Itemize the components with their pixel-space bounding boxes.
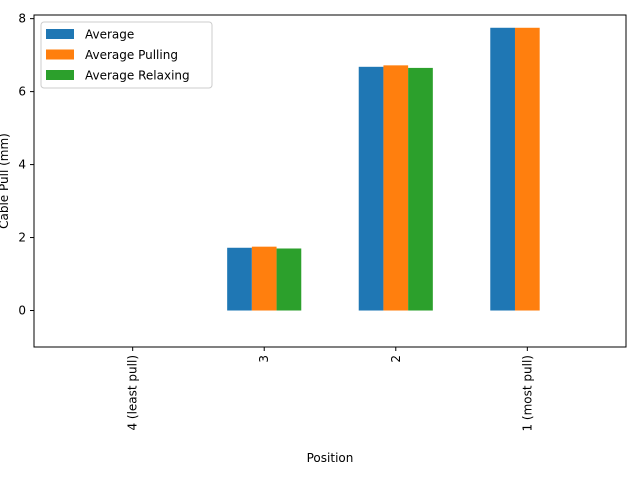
legend-label: Average Relaxing bbox=[85, 69, 190, 83]
x-axis-title: Position bbox=[307, 451, 354, 465]
legend-label: Average bbox=[85, 28, 134, 42]
x-tick-label: 4 (least pull) bbox=[126, 355, 140, 431]
y-axis: 0 2 4 6 8 bbox=[18, 12, 34, 318]
legend-swatch bbox=[46, 29, 74, 39]
y-tick-label: 2 bbox=[18, 231, 26, 245]
y-tick-label: 8 bbox=[18, 12, 26, 26]
y-tick-label: 0 bbox=[18, 304, 26, 318]
legend-box bbox=[40, 21, 213, 89]
y-axis-title: Cable Pull (mm) bbox=[0, 133, 11, 229]
bar-average-relaxing-2 bbox=[408, 67, 433, 311]
plot-frame bbox=[33, 14, 627, 348]
x-tick-label: 2 bbox=[389, 355, 403, 363]
legend-swatch bbox=[46, 70, 74, 80]
bar-average-pulling-2 bbox=[383, 65, 409, 311]
bar-average-2 bbox=[358, 66, 384, 311]
bars-group bbox=[227, 27, 540, 311]
bar-average-pulling-3 bbox=[514, 27, 540, 311]
bar-average-pulling-1 bbox=[251, 246, 277, 311]
legend-label: Average Pulling bbox=[85, 48, 178, 62]
x-axis: 4 (least pull) 3 2 1 (most pull) bbox=[126, 347, 534, 432]
bar-average-3 bbox=[490, 27, 515, 311]
y-tick-label: 6 bbox=[18, 85, 26, 99]
x-tick-label: 3 bbox=[257, 355, 271, 363]
legend-swatch bbox=[46, 49, 74, 60]
legend: Average Average Pulling Average Relaxing bbox=[40, 21, 213, 89]
bar-average-1 bbox=[227, 247, 252, 311]
x-tick-label: 1 (most pull) bbox=[520, 355, 534, 432]
bar-average-relaxing-1 bbox=[276, 248, 302, 311]
y-tick-label: 4 bbox=[18, 158, 26, 172]
